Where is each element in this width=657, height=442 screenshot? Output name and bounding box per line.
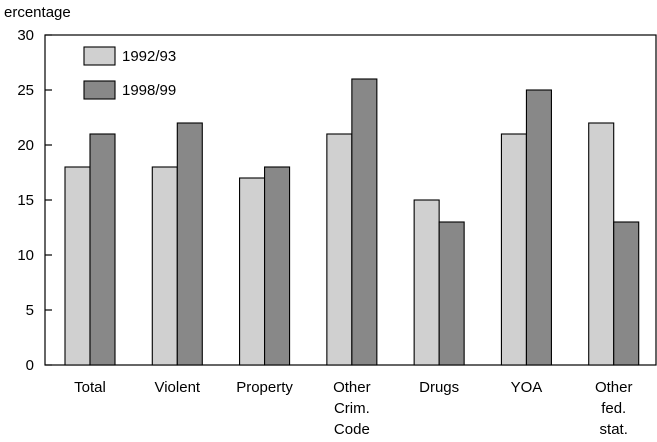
x-tick-label: YOA (511, 379, 543, 396)
bar (151, 166, 178, 366)
legend-label: 1992/93 (122, 48, 176, 65)
bar (239, 177, 266, 366)
bars (64, 78, 640, 366)
legend-label: 1998/99 (122, 82, 176, 99)
bar (438, 221, 465, 366)
y-tick-label: 15 (17, 192, 34, 209)
bar (264, 166, 291, 366)
bar (613, 221, 640, 366)
x-tick-label: Other Crim. Code (333, 379, 371, 438)
bar (413, 199, 440, 366)
y-tick-label: 30 (17, 27, 34, 44)
bar (326, 133, 353, 366)
y-tick-label: 0 (26, 357, 34, 374)
x-tick-label: Other fed. stat. (595, 379, 633, 438)
y-axis-label: ercentage (4, 4, 71, 21)
bar (351, 78, 378, 366)
y-axis: 0 5 10 15 20 25 30 (17, 27, 52, 374)
y-tick-label: 10 (17, 247, 34, 264)
bar (525, 89, 552, 366)
bar (89, 133, 116, 366)
bar (500, 133, 527, 366)
y-tick-label: 20 (17, 137, 34, 154)
legend-swatch (83, 46, 116, 66)
x-tick-label: Violent (154, 379, 200, 396)
x-axis: Total Violent Property Other Crim. Code Drugs Y… (74, 379, 632, 438)
x-tick-label: Property (236, 379, 293, 396)
x-tick-label: Total (74, 379, 106, 396)
legend-swatch (83, 80, 116, 100)
bar (64, 166, 91, 366)
y-tick-label: 25 (17, 82, 34, 99)
legend: 1992/93 1998/99 (83, 46, 176, 100)
bar (176, 122, 203, 366)
bar (588, 122, 615, 366)
x-tick-label: Drugs (419, 379, 459, 396)
y-tick-label: 5 (26, 302, 34, 319)
